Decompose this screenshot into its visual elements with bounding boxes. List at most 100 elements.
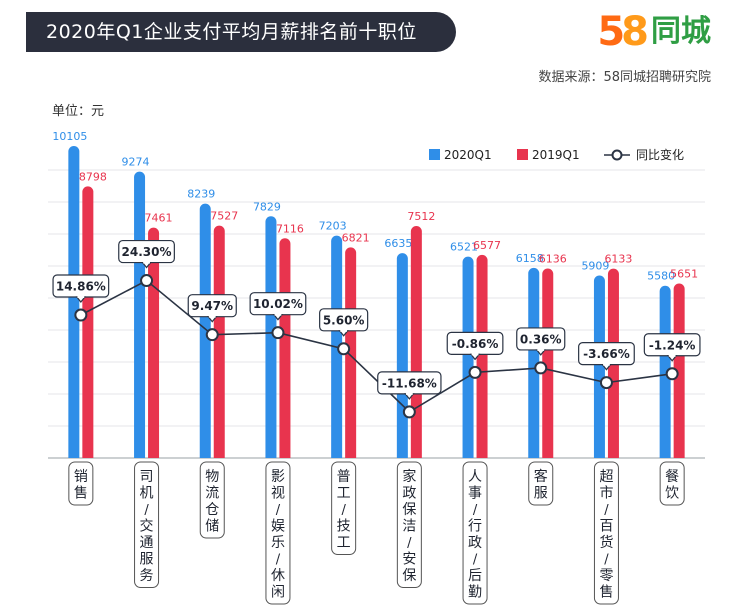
- yoy-labels: 14.86% 24.30% 9.47% 10.02% 5.60% -11.68% -0.86…: [52, 239, 701, 400]
- data-label-2019q1: 6821: [342, 231, 370, 244]
- brand-logo: 5 8 同城: [597, 10, 711, 54]
- data-label-2020q1: 10105: [52, 130, 87, 143]
- yoy-label: 0.36%: [520, 332, 562, 346]
- category-label: 影视/娱乐/休闲: [271, 469, 285, 601]
- data-label-2019q1: 7461: [145, 212, 173, 225]
- data-label-2019q1: 5651: [670, 268, 698, 281]
- category-label: 销售: [74, 469, 88, 502]
- data-label-2020q1: 7829: [253, 200, 281, 213]
- data-label-2019q1: 7527: [210, 210, 238, 223]
- bar-2020q1: [462, 256, 474, 458]
- category-label: 普工/技工: [337, 469, 351, 551]
- data-label-2019q1: 7512: [407, 210, 435, 223]
- category-label: 客服: [534, 468, 548, 502]
- category-box: [593, 461, 619, 605]
- bar-2019q1: [476, 254, 488, 458]
- yoy-label-pointer-mask: [77, 296, 85, 299]
- yoy-label-pointer-mask: [340, 329, 348, 332]
- yoy-label-pointer-mask: [668, 354, 676, 357]
- data-label-2020q1: 7203: [319, 220, 347, 233]
- data-label-2020q1: 6521: [450, 241, 478, 254]
- logo-text: 同城: [651, 14, 711, 49]
- legend-label-2019q1: 2019Q1: [532, 148, 580, 162]
- legend-label-yoy: 同比变化: [636, 147, 684, 162]
- category-label: 超市/百货/零售: [599, 469, 613, 601]
- yoy-label: 5.60%: [323, 313, 365, 327]
- bar-2020q1: [659, 285, 671, 458]
- category-box: [396, 461, 422, 588]
- category-box: [331, 461, 357, 555]
- data-label-2019q1: 6133: [604, 253, 632, 266]
- legend-label-2020q1: 2020Q1: [444, 148, 492, 162]
- yoy-point: [665, 367, 679, 381]
- bar-2020q1: [199, 203, 211, 458]
- yoy-point: [468, 365, 482, 379]
- unit-label: 单位：元: [52, 104, 105, 119]
- data-label-2020q1: 6635: [384, 237, 412, 250]
- data-label-2020q1: 8239: [187, 188, 215, 201]
- bar-2019q1: [213, 225, 225, 458]
- yoy-label-pointer-mask: [143, 261, 150, 264]
- legend-swatch-2020q1: [429, 149, 440, 160]
- yoy-label: -1.24%: [649, 338, 696, 352]
- yoy-label: -11.68%: [382, 376, 437, 390]
- data-label-2019q1: 6136: [539, 253, 567, 266]
- category-box: [462, 461, 488, 605]
- category-label: 家政保洁/安保: [402, 468, 416, 584]
- yoy-point: [337, 342, 351, 356]
- yoy-point: [140, 274, 154, 288]
- yoy-label-pointer-mask: [274, 313, 282, 316]
- category-box: [68, 461, 94, 506]
- bar-2020q1: [528, 267, 540, 458]
- category-box: [134, 461, 160, 588]
- category-box: [265, 461, 291, 605]
- bar-2020q1: [593, 275, 605, 458]
- page-title: 2020年Q1企业支付平均月薪排名前十职位: [26, 12, 456, 52]
- yoy-line: [80, 279, 673, 413]
- yoy-point: [534, 361, 548, 375]
- yoy-point: [402, 405, 416, 419]
- yoy-label: 10.02%: [253, 297, 303, 311]
- bar-2019q1: [410, 226, 422, 458]
- yoy-point: [74, 308, 88, 322]
- yoy-label-pointer-mask: [471, 353, 479, 356]
- bar-2020q1: [134, 171, 146, 458]
- legend-marker-yoy: [611, 149, 623, 161]
- data-label-2019q1: 6577: [473, 239, 501, 252]
- data-label-2020q1: 9274: [122, 156, 150, 169]
- bar-2019q1: [82, 186, 94, 458]
- data-label-2020q1: 5580: [647, 270, 675, 283]
- legend-swatch-2019q1: [517, 149, 528, 160]
- legend: 2020Q1 2019Q1 同比变化: [429, 147, 684, 162]
- category-label: 人事/行政/后勤: [468, 469, 482, 601]
- yoy-label-pointer-mask: [603, 363, 610, 366]
- data-source: 数据来源：58同城招聘研究院: [538, 70, 711, 85]
- yoy-point: [205, 328, 219, 342]
- category-box: [659, 461, 685, 506]
- logo-digit-5: 5: [597, 9, 626, 55]
- yoy-point: [271, 326, 285, 340]
- data-label-2019q1: 7116: [276, 222, 304, 235]
- category-label: 司机/交通服务: [140, 469, 154, 584]
- yoy-label-pointer-mask: [405, 392, 413, 395]
- yoy-label-pointer-mask: [208, 315, 216, 318]
- category-box: [528, 461, 554, 506]
- category-label: 餐饮: [665, 469, 679, 502]
- bar-2019q1: [673, 283, 685, 458]
- bar-2020q1: [396, 253, 408, 458]
- category-box: [199, 461, 225, 539]
- yoy-label-pointer-mask: [537, 348, 545, 351]
- yoy-point: [599, 376, 613, 390]
- data-label-2020q1: 6158: [516, 252, 544, 265]
- bars: 10105 8798 9274 7461 8239 7527 7829 7116 7203682…: [52, 130, 698, 458]
- logo-digit-8: 8: [621, 9, 649, 55]
- bar-2019q1: [542, 268, 554, 458]
- data-label-2020q1: 5909: [581, 260, 609, 273]
- data-label-2019q1: 8798: [79, 170, 107, 183]
- yoy-label: 9.47%: [191, 299, 233, 313]
- bar-2019q1: [279, 238, 291, 458]
- yoy-label: -0.86%: [452, 337, 499, 351]
- bar-2020q1: [68, 146, 80, 458]
- yoy-label: 24.30%: [122, 245, 172, 259]
